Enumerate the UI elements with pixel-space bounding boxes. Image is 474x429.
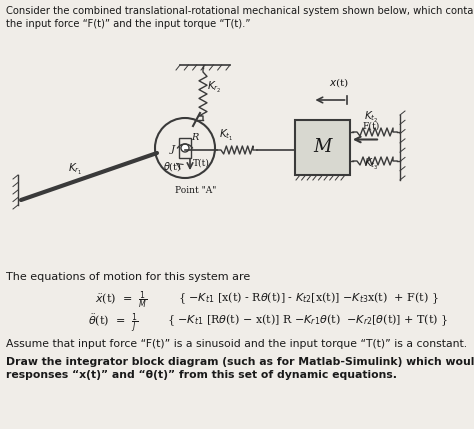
Bar (179, 138, 191, 158)
Text: $K_{t_2}$: $K_{t_2}$ (364, 110, 378, 125)
Text: F(t): F(t) (362, 121, 379, 130)
Text: $x$(t): $x$(t) (329, 76, 349, 90)
Text: R: R (191, 133, 199, 142)
Text: $\ddot{x}$(t)  =  $\frac{1}{M}$: $\ddot{x}$(t) = $\frac{1}{M}$ (95, 290, 147, 311)
Text: { $- K_{t1}$ [R$\theta$(t) $-$ x(t)] R $- K_{r1}$$\theta$(t)  $- K_{r2}$[$\theta: { $- K_{t1}$ [R$\theta$(t) $-$ x(t)] R $… (167, 312, 448, 328)
Text: Point "A": Point "A" (175, 186, 216, 195)
Text: Consider the combined translational-rotational mechanical system shown below, wh: Consider the combined translational-rota… (6, 6, 474, 16)
Text: $K_{r_2}$: $K_{r_2}$ (207, 80, 221, 95)
Text: Draw the integrator block diagram (such as for Matlab-Simulink) which would prov: Draw the integrator block diagram (such … (6, 357, 474, 367)
Text: { $- K_{t1}$ [x(t) - R$\theta$(t)] - $K_{t2}$[x(t)] $- K_{t3}$x(t)  + F(t) }: { $- K_{t1}$ [x(t) - R$\theta$(t)] - $K_… (178, 290, 439, 305)
Text: responses “x(t)” and “θ(t)” from this set of dynamic equations.: responses “x(t)” and “θ(t)” from this se… (6, 370, 397, 380)
Circle shape (181, 144, 189, 152)
Text: $\theta$(t): $\theta$(t) (163, 160, 182, 173)
Text: M: M (313, 139, 332, 157)
Text: J: J (171, 145, 175, 154)
Text: $\ddot{\theta}$(t)  =  $\frac{1}{J}$: $\ddot{\theta}$(t) = $\frac{1}{J}$ (88, 312, 138, 335)
Text: Assume that input force “F(t)” is a sinusoid and the input torque “T(t)” is a co: Assume that input force “F(t)” is a sinu… (6, 339, 467, 349)
Text: The equations of motion for this system are: The equations of motion for this system … (6, 272, 250, 282)
Text: $K_{t_3}$: $K_{t_3}$ (364, 157, 379, 172)
Text: $K_{r_1}$: $K_{r_1}$ (68, 162, 82, 177)
Text: $K_{t_1}$: $K_{t_1}$ (219, 128, 234, 143)
Text: the input force “F(t)” and the input torque “T(t).”: the input force “F(t)” and the input tor… (6, 19, 250, 29)
Text: T(t): T(t) (193, 159, 210, 168)
Bar (295, 120, 350, 175)
